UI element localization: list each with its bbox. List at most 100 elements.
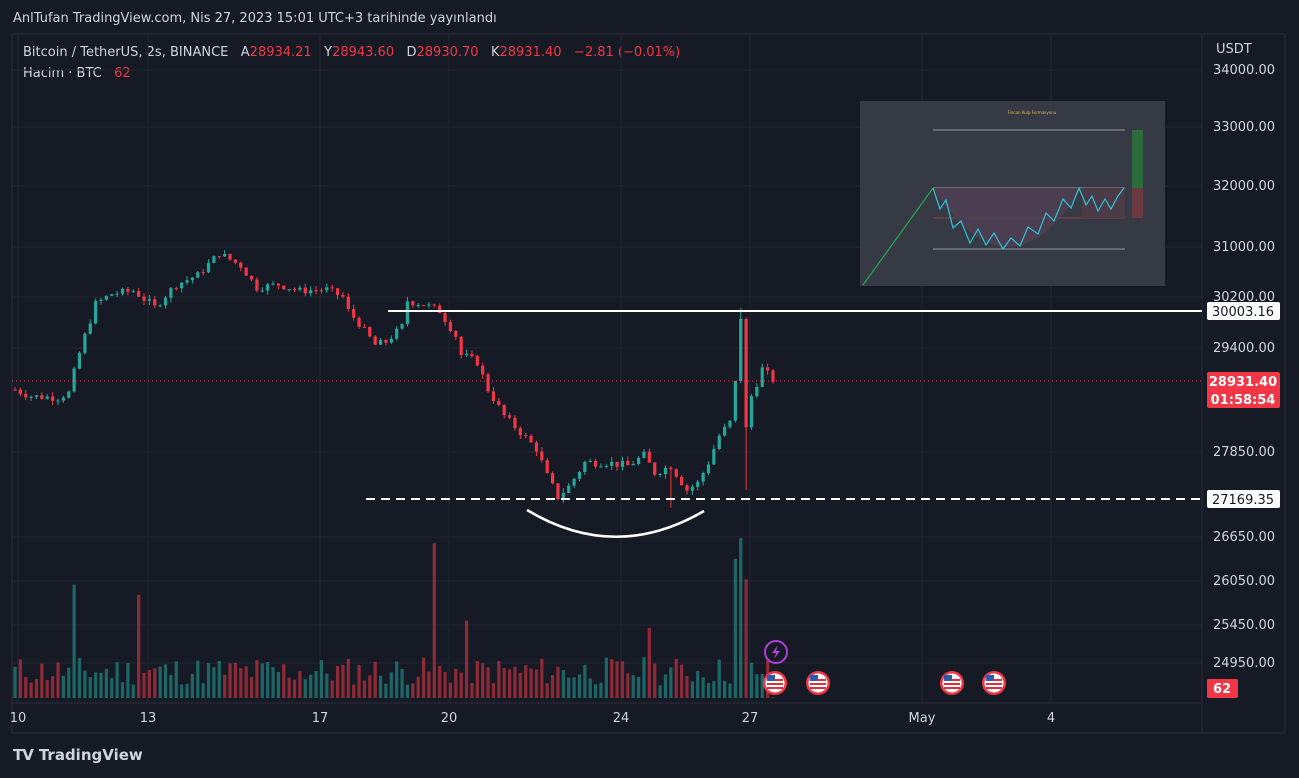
candle-body: [561, 492, 565, 500]
price-tick-label: 25450.00: [1213, 618, 1275, 633]
candle-body: [443, 313, 447, 323]
volume-bar: [309, 674, 313, 698]
volume-bar: [733, 558, 737, 698]
candle-body: [502, 404, 506, 416]
volume-bar: [325, 673, 329, 698]
volume-bar: [690, 681, 694, 698]
price-labels: 30003.16 28931.40 01:58:54 27169.35 62: [1207, 302, 1280, 698]
publish-header: AnlTufan TradingView.com, Nis 27, 2023 1…: [13, 11, 497, 26]
symbol-name[interactable]: Bitcoin / TetherUS, 2s, BINANCE: [23, 45, 229, 60]
volume-bar: [169, 674, 173, 698]
currency-label[interactable]: USDT: [1216, 42, 1252, 57]
resistance-label: 30003.16: [1212, 305, 1274, 320]
us-flag-icon[interactable]: [982, 671, 1006, 695]
candle-body: [196, 272, 200, 278]
volume-bar: [405, 684, 410, 698]
candle-body: [29, 396, 33, 398]
volume-bar: [739, 538, 743, 698]
us-flag-icon[interactable]: [806, 671, 830, 695]
candle-body: [550, 473, 555, 484]
price-axis[interactable]: 34000.00 33000.00 32000.00 31000.00 30200.00…: [1213, 63, 1275, 671]
volume-bar: [663, 674, 668, 698]
price-tick-label: 26050.00: [1213, 574, 1275, 589]
candles: [13, 250, 775, 508]
volume-bar: [271, 667, 275, 698]
volume-bar: [771, 697, 775, 698]
candle-body: [368, 327, 372, 337]
candle-body: [61, 397, 65, 401]
volume-bar: [540, 658, 544, 698]
volume-bar: [255, 660, 259, 698]
volume-bar: [561, 669, 565, 698]
volume-bar: [45, 679, 49, 698]
volume-bar: [104, 668, 109, 698]
candle-body: [298, 287, 302, 290]
volume-bar: [507, 669, 512, 698]
candle-body: [690, 486, 694, 491]
candle-body: [507, 415, 512, 418]
volume-bar: [717, 659, 721, 698]
candle-body: [459, 336, 463, 356]
inset-trend-line: [862, 187, 934, 286]
candle-body: [249, 275, 254, 280]
volume-bar: [421, 657, 426, 698]
volume-bar: [685, 675, 689, 698]
volume-bar: [72, 584, 76, 698]
volume-bar: [610, 659, 614, 698]
brand-name: TradingView: [38, 746, 143, 764]
candle-body: [572, 478, 576, 486]
us-flag-icon[interactable]: [763, 671, 787, 695]
tradingview-brand[interactable]: TV TradingView: [13, 746, 143, 764]
volume-bar: [212, 667, 216, 698]
candle-body: [744, 318, 748, 428]
candle-body: [34, 395, 39, 397]
candle-body: [83, 333, 87, 353]
volume-bar: [206, 663, 211, 698]
us-flag-icon[interactable]: [940, 671, 964, 695]
candle-body: [717, 435, 721, 450]
candle-body: [115, 293, 119, 295]
volume-bar: [416, 676, 420, 698]
candle-body: [190, 277, 195, 281]
candle-body: [556, 483, 560, 500]
volume-bar: [744, 579, 748, 698]
volume-bar: [282, 664, 286, 698]
symbol-legend: Bitcoin / TetherUS, 2s, BINANCE A28934.2…: [23, 45, 680, 60]
volume-bar: [443, 672, 447, 698]
volume-bar: [77, 658, 82, 698]
candle-body: [282, 285, 286, 290]
inset-handle-fill: [1082, 188, 1125, 218]
volume-bar: [411, 683, 415, 698]
lightning-event-icon[interactable]: [764, 640, 788, 664]
volume-bar: [40, 663, 44, 698]
candle-body: [158, 305, 162, 307]
candle-body: [378, 340, 383, 345]
price-tick-label: 33000.00: [1213, 120, 1275, 135]
candle-body: [454, 331, 458, 337]
candle-body: [260, 290, 264, 292]
time-axis[interactable]: 10 13 17 20 24 27 May 4: [10, 711, 1055, 726]
volume-bar: [604, 657, 608, 698]
volume-bar: [760, 674, 764, 698]
volume-bar: [378, 675, 383, 698]
cup-arc[interactable]: [526, 508, 705, 538]
candle-body: [110, 294, 114, 296]
candle-body: [771, 370, 775, 382]
volume-bar: [620, 661, 625, 698]
volume-bar: [346, 658, 350, 698]
candle-body: [636, 457, 641, 464]
candle-body: [766, 367, 770, 371]
volume-bar: [185, 683, 189, 698]
candle-body: [56, 400, 60, 402]
volume-bar: [432, 543, 436, 698]
candle-body: [24, 393, 28, 398]
candle-body: [448, 322, 453, 332]
candle-body: [362, 326, 367, 328]
candle-body: [223, 253, 227, 257]
candle-body: [72, 368, 76, 392]
candle-body: [486, 374, 490, 392]
volume-bar: [583, 664, 587, 698]
candle-body: [228, 253, 232, 260]
candle-body: [13, 389, 17, 391]
